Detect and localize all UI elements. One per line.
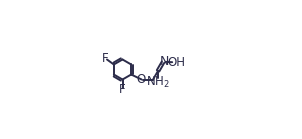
Text: F: F <box>102 52 108 65</box>
Text: O: O <box>136 73 145 86</box>
Text: NH$_2$: NH$_2$ <box>146 75 170 90</box>
Text: F: F <box>119 83 126 96</box>
Text: N: N <box>160 55 169 68</box>
Text: OH: OH <box>167 56 185 69</box>
